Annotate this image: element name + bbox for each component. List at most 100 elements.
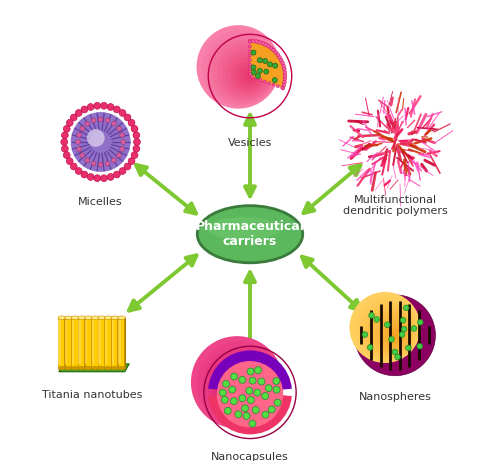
Circle shape: [400, 331, 405, 337]
Circle shape: [70, 114, 77, 121]
Circle shape: [66, 158, 73, 165]
Circle shape: [133, 132, 140, 139]
Wedge shape: [208, 392, 292, 434]
Polygon shape: [84, 318, 91, 368]
Circle shape: [358, 300, 418, 360]
Text: Nanocapsules: Nanocapsules: [211, 452, 289, 461]
Circle shape: [62, 145, 68, 152]
Polygon shape: [85, 320, 87, 364]
Circle shape: [402, 326, 407, 332]
Circle shape: [202, 30, 278, 106]
Polygon shape: [78, 320, 80, 364]
Circle shape: [246, 389, 254, 396]
Circle shape: [251, 50, 256, 55]
Ellipse shape: [198, 206, 302, 263]
Ellipse shape: [64, 366, 72, 370]
Circle shape: [116, 126, 121, 131]
Circle shape: [202, 347, 280, 424]
Circle shape: [280, 58, 283, 62]
Ellipse shape: [98, 366, 106, 370]
Circle shape: [417, 343, 422, 349]
Ellipse shape: [58, 366, 66, 370]
Circle shape: [94, 175, 100, 182]
Ellipse shape: [111, 366, 119, 370]
Circle shape: [248, 39, 252, 43]
Circle shape: [384, 322, 390, 328]
Circle shape: [128, 119, 135, 126]
Polygon shape: [92, 320, 94, 364]
Circle shape: [389, 329, 400, 341]
Circle shape: [214, 357, 275, 419]
Circle shape: [418, 319, 423, 325]
Circle shape: [85, 158, 89, 163]
Polygon shape: [72, 320, 74, 364]
Ellipse shape: [91, 366, 99, 370]
Circle shape: [252, 407, 259, 414]
Circle shape: [238, 380, 260, 403]
Circle shape: [217, 361, 283, 427]
Circle shape: [248, 72, 252, 76]
Circle shape: [281, 86, 285, 90]
Circle shape: [268, 82, 270, 84]
Polygon shape: [71, 318, 72, 368]
Circle shape: [254, 366, 262, 373]
Circle shape: [248, 59, 252, 62]
Circle shape: [76, 133, 82, 137]
Polygon shape: [84, 318, 86, 368]
Circle shape: [208, 352, 278, 421]
Circle shape: [254, 389, 261, 396]
Circle shape: [217, 44, 272, 100]
Circle shape: [105, 118, 110, 123]
Circle shape: [94, 102, 100, 109]
Circle shape: [362, 332, 368, 337]
Ellipse shape: [84, 316, 92, 319]
Circle shape: [274, 399, 281, 406]
Circle shape: [238, 376, 246, 383]
Circle shape: [278, 55, 281, 59]
Circle shape: [362, 304, 416, 358]
Polygon shape: [72, 318, 78, 368]
Circle shape: [248, 41, 252, 43]
Circle shape: [242, 384, 258, 400]
Circle shape: [386, 326, 404, 344]
Circle shape: [280, 86, 283, 89]
Circle shape: [282, 64, 286, 68]
Circle shape: [212, 40, 274, 102]
Circle shape: [114, 106, 120, 113]
Circle shape: [259, 78, 262, 82]
Polygon shape: [91, 318, 98, 368]
Circle shape: [378, 319, 408, 349]
Circle shape: [262, 411, 269, 418]
Ellipse shape: [104, 366, 112, 370]
Circle shape: [120, 147, 124, 151]
Ellipse shape: [78, 366, 86, 370]
Circle shape: [230, 57, 266, 92]
Circle shape: [76, 147, 82, 151]
Circle shape: [369, 313, 374, 318]
Circle shape: [224, 408, 231, 414]
Polygon shape: [65, 320, 68, 364]
Circle shape: [218, 362, 272, 416]
Circle shape: [222, 396, 228, 403]
Circle shape: [274, 50, 278, 54]
Circle shape: [87, 129, 104, 147]
Circle shape: [242, 405, 248, 412]
Circle shape: [116, 153, 121, 158]
Circle shape: [100, 175, 107, 182]
Circle shape: [121, 140, 126, 144]
Circle shape: [282, 67, 286, 71]
Circle shape: [242, 69, 256, 83]
Circle shape: [124, 163, 131, 170]
Circle shape: [246, 72, 254, 79]
Circle shape: [112, 158, 116, 163]
Circle shape: [224, 367, 270, 413]
Circle shape: [367, 308, 414, 355]
Circle shape: [256, 73, 260, 78]
Circle shape: [350, 292, 420, 363]
Circle shape: [207, 35, 276, 105]
Circle shape: [66, 119, 73, 126]
Circle shape: [264, 69, 269, 74]
Circle shape: [382, 323, 406, 346]
Polygon shape: [98, 318, 99, 368]
Circle shape: [260, 41, 264, 45]
